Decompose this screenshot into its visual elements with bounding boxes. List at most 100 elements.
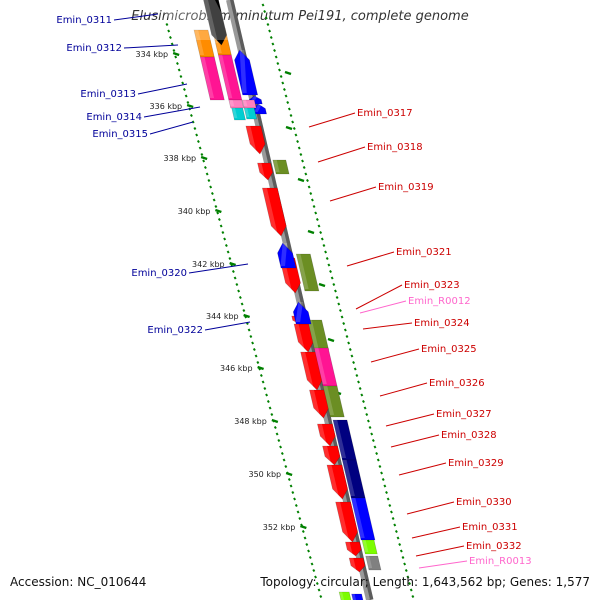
tick-mark (388, 503, 392, 508)
tick-mark (363, 406, 367, 410)
tick-mark (298, 516, 302, 521)
gene-label: Emin_0329 (448, 458, 504, 469)
tick-mark (314, 211, 318, 215)
gene-label: Emin_0323 (404, 280, 460, 291)
label-leader (370, 348, 420, 363)
tick-mark (297, 146, 301, 150)
tick-mark (368, 425, 372, 430)
label-leader (137, 83, 188, 95)
gene-label: Emin_0314 (86, 112, 142, 123)
tick-mark (287, 107, 291, 111)
kbp-tick (172, 51, 180, 57)
gene-label: Emin_0320 (131, 268, 187, 279)
tick-mark (266, 399, 270, 404)
tick-mark (172, 48, 176, 53)
kbp-label: 342 kbp (192, 260, 225, 269)
tick-mark (391, 516, 395, 521)
gene-labels: Emin_0311 Emin_0312 Emin_0313 Emin_0314 Emin… (56, 13, 532, 569)
tick-mark (286, 100, 290, 105)
tick-mark (334, 289, 337, 293)
tick-mark (303, 536, 307, 540)
tick-mark (219, 224, 223, 228)
tick-mark (312, 568, 316, 573)
tick-mark (289, 113, 293, 118)
tick-mark (342, 321, 346, 326)
tick-mark (184, 94, 188, 98)
tick-mark (231, 269, 235, 274)
tick-mark (319, 230, 323, 235)
tick-mark (205, 172, 209, 176)
tick-mark (291, 120, 295, 124)
tick-mark (385, 490, 388, 495)
kbp-tick (243, 313, 251, 319)
kbp-tick (200, 155, 208, 161)
tick-mark (373, 445, 377, 449)
gene-label: Emin_0319 (378, 182, 434, 193)
tick-mark (186, 100, 190, 105)
tick-mark (296, 139, 300, 144)
tick-mark (212, 198, 216, 202)
gene-arrow-red (348, 557, 366, 573)
label-leader (359, 300, 407, 314)
kbp-label: 336 kbp (150, 102, 183, 111)
tick-mark (269, 35, 273, 40)
tick-mark (294, 503, 298, 508)
gene-label: Emin_R0013 (469, 556, 532, 567)
cog-bar-pink (228, 99, 245, 109)
kbp-tick (307, 229, 315, 235)
tick-mark (371, 438, 375, 443)
gene-label: Emin_0324 (414, 318, 470, 329)
label-leader (362, 322, 413, 330)
kbp-tick (229, 261, 237, 267)
tick-mark (279, 74, 283, 79)
gene-label: Emin_0332 (466, 541, 522, 552)
tick-mark (305, 542, 309, 547)
gene-arrow-blue (203, 0, 227, 46)
tick-mark (284, 464, 288, 469)
tick-mark (282, 458, 286, 462)
label-leader (406, 501, 455, 515)
tick-mark (360, 393, 364, 397)
tick-mark (282, 87, 286, 92)
gene-label: Emin_0326 (429, 378, 485, 389)
tick-mark (287, 477, 291, 482)
kbp-label: 338 kbp (164, 154, 197, 163)
tick-mark (386, 497, 390, 501)
tick-mark (307, 185, 311, 189)
tick-mark (175, 61, 179, 66)
tick-mark (294, 133, 298, 137)
tick-mark (335, 295, 339, 300)
tick-mark (242, 308, 246, 313)
kbp-label: 344 kbp (206, 312, 239, 321)
tick-mark (268, 406, 272, 410)
cog-bar-olive (322, 385, 345, 418)
gene-label: Emin_0327 (436, 409, 492, 420)
tick-mark (362, 399, 365, 404)
tick-mark (214, 204, 218, 209)
tick-mark (223, 237, 227, 241)
tick-mark (396, 536, 400, 540)
tick-mark (280, 451, 284, 456)
tick-mark (261, 380, 265, 384)
tick-mark (263, 386, 267, 391)
tick-mark (338, 308, 342, 313)
tick-mark (174, 55, 178, 59)
tick-mark (389, 510, 393, 514)
tick-mark (281, 81, 285, 85)
kbp-tick (285, 471, 293, 477)
tick-mark (177, 68, 181, 72)
accession-text: Accession: NC_010644 (10, 575, 147, 589)
gene-arrow-red (309, 389, 330, 419)
gene-arrow-blue (234, 49, 259, 96)
gene-arrow-red (335, 501, 358, 543)
tick-mark (343, 328, 347, 332)
label-leader (113, 13, 159, 21)
tick-mark (247, 328, 251, 332)
gene-label: Emin_0330 (456, 497, 512, 508)
tick-mark (365, 412, 369, 417)
tick-mark (168, 35, 172, 40)
kbp-tick (257, 365, 264, 371)
tick-mark (167, 29, 171, 33)
